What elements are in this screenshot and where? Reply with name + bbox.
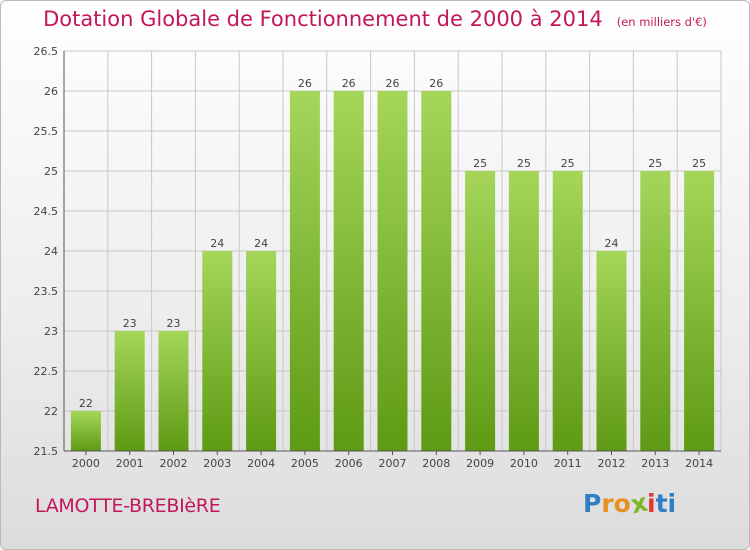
y-tick-label: 26 <box>44 85 58 98</box>
data-label: 24 <box>210 237 224 250</box>
y-tick-label: 24 <box>44 245 58 258</box>
x-tick-label: 2014 <box>685 457 713 470</box>
data-label: 24 <box>254 237 268 250</box>
logo-letter: i <box>667 489 677 518</box>
x-tick-label: 2011 <box>554 457 582 470</box>
y-tick-label: 26.5 <box>34 45 59 58</box>
bar <box>202 251 233 451</box>
y-tick-label: 24.5 <box>34 205 59 218</box>
bars <box>70 91 715 451</box>
x-tick-label: 2013 <box>641 457 669 470</box>
x-tick-label: 2012 <box>598 457 626 470</box>
bar <box>508 171 539 451</box>
y-tick-label: 23.5 <box>34 285 59 298</box>
x-tick-label: 2005 <box>291 457 319 470</box>
data-label: 23 <box>167 317 181 330</box>
data-label: 26 <box>429 77 443 90</box>
bar <box>114 331 145 451</box>
chart-title: Dotation Globale de Fonctionnement de 20… <box>1 7 749 31</box>
y-tick-label: 23 <box>44 325 58 338</box>
y-tick-label: 22.5 <box>34 365 59 378</box>
axes: 21.5 22 22.5 23 23.5 24 24.5 25 25.5 26 26.5 2000 20… <box>34 45 721 470</box>
bar <box>421 91 452 451</box>
x-tick-label: 2001 <box>116 457 144 470</box>
logo-letter: P <box>583 489 602 518</box>
bar <box>465 171 496 451</box>
data-labels: 22 23 23 24 24 26 26 26 26 25 25 25 24 25 25 <box>79 77 706 410</box>
bar <box>158 331 189 451</box>
y-tick-label: 22 <box>44 405 58 418</box>
data-label: 24 <box>605 237 619 250</box>
bar <box>70 411 101 451</box>
chart-title-unit: (en milliers d'€) <box>616 15 707 29</box>
bar <box>552 171 583 451</box>
y-tick-label: 25 <box>44 165 58 178</box>
commune-name: LAMOTTE-BREBIèRE <box>35 495 221 517</box>
data-label: 26 <box>342 77 356 90</box>
bar <box>684 171 715 451</box>
x-tick-label: 2002 <box>160 457 188 470</box>
logo-letter: o <box>613 489 631 518</box>
x-tick-label: 2007 <box>379 457 407 470</box>
proxiti-logo: Proxiti <box>583 488 677 520</box>
x-tick-label: 2010 <box>510 457 538 470</box>
data-label: 25 <box>473 157 487 170</box>
bar <box>640 171 671 451</box>
x-tick-label: 2006 <box>335 457 363 470</box>
bar <box>377 91 408 451</box>
data-label: 25 <box>561 157 575 170</box>
logo-letter: t <box>655 489 668 518</box>
y-tick-label: 21.5 <box>34 445 59 458</box>
data-label: 26 <box>298 77 312 90</box>
bar <box>596 251 627 451</box>
bar <box>246 251 277 451</box>
data-label: 25 <box>517 157 531 170</box>
chart-title-main: Dotation Globale de Fonctionnement de 20… <box>43 7 603 31</box>
x-tick-label: 2000 <box>72 457 100 470</box>
x-tick-label: 2009 <box>466 457 494 470</box>
logo-letter: i <box>647 489 656 518</box>
x-tick-label: 2003 <box>203 457 231 470</box>
data-label: 23 <box>123 317 137 330</box>
data-label: 22 <box>79 397 93 410</box>
data-label: 25 <box>692 157 706 170</box>
bar <box>333 91 364 451</box>
x-tick-label: 2008 <box>422 457 450 470</box>
data-label: 25 <box>648 157 662 170</box>
bar <box>289 91 320 451</box>
logo-letter: r <box>601 489 614 518</box>
x-tick-label: 2004 <box>247 457 275 470</box>
y-tick-label: 25.5 <box>34 125 59 138</box>
data-label: 26 <box>386 77 400 90</box>
